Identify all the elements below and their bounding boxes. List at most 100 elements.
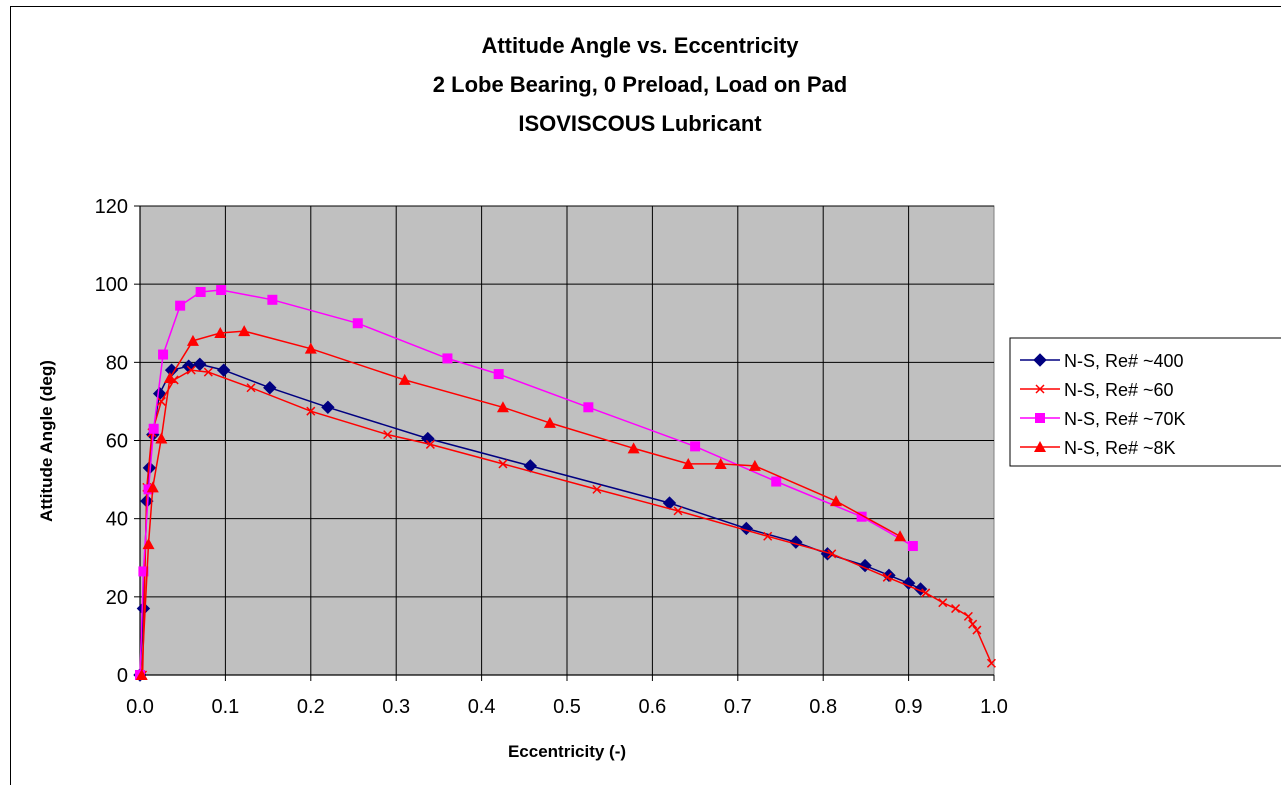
x-tick-label: 0.5	[553, 696, 581, 718]
data-point	[856, 511, 867, 522]
legend-label: N-S, Re# ~400	[1064, 351, 1184, 371]
x-axis-title: Eccentricity (-)	[508, 742, 626, 761]
y-tick-label: 0	[117, 665, 128, 687]
legend-item: N-S, Re# ~70K	[1020, 409, 1186, 429]
chart-title-line-1: Attitude Angle vs. Eccentricity	[481, 33, 799, 58]
axes	[134, 205, 995, 681]
legend-item: N-S, Re# ~400	[1020, 351, 1184, 371]
chart-frame	[10, 6, 1281, 785]
data-point	[592, 484, 602, 494]
x-tick-label: 0.6	[638, 696, 666, 718]
data-point	[714, 457, 727, 469]
data-point	[907, 541, 918, 552]
data-point	[321, 400, 335, 414]
x-tick-label: 0.9	[895, 696, 923, 718]
x-tick-label: 0.4	[468, 696, 496, 718]
y-tick-label: 80	[106, 352, 128, 374]
data-point	[195, 286, 206, 297]
y-tick-labels: 0 20 40 60 80 100 120	[95, 196, 128, 687]
legend-label: N-S, Re# ~8K	[1064, 438, 1176, 458]
data-point	[830, 495, 843, 507]
legend-marker	[1034, 441, 1046, 452]
data-point	[442, 353, 453, 364]
y-axis-title: Attitude Angle (deg)	[37, 360, 56, 522]
data-point	[352, 318, 363, 329]
data-point	[193, 357, 207, 371]
legend-item: N-S, Re# ~8K	[1020, 438, 1176, 458]
chart-title: Attitude Angle vs. Eccentricity 2 Lobe B…	[433, 33, 847, 136]
data-point	[138, 566, 149, 577]
data-point	[673, 506, 683, 516]
y-tick-label: 60	[106, 431, 128, 453]
data-point	[238, 325, 251, 337]
data-point	[186, 365, 196, 375]
x-tick-label: 0.2	[297, 696, 325, 718]
data-point	[627, 442, 640, 454]
data-point	[496, 401, 509, 413]
data-point	[827, 549, 837, 559]
x-tick-label: 0.7	[724, 696, 752, 718]
y-tick-label: 20	[106, 587, 128, 609]
data-point	[894, 530, 907, 542]
legend-label: N-S, Re# ~60	[1064, 380, 1174, 400]
x-tick-label: 0.3	[382, 696, 410, 718]
data-point	[963, 611, 973, 621]
data-point	[304, 342, 317, 354]
data-point	[543, 416, 556, 428]
data-point	[383, 430, 393, 440]
data-point	[583, 402, 594, 413]
data-point	[267, 294, 278, 305]
data-point	[968, 619, 978, 629]
data-point	[493, 369, 504, 380]
data-point	[186, 334, 199, 346]
x-tick-labels: 0.0 0.1 0.2 0.3 0.4 0.5 0.6 0.7 0.8 0.9 1.0	[126, 696, 1008, 718]
series-4	[135, 325, 907, 680]
y-tick-label: 120	[95, 196, 128, 218]
x-tick-label: 0.1	[211, 696, 239, 718]
series-line	[140, 330, 901, 676]
data-point	[246, 383, 256, 393]
data-point	[142, 538, 155, 550]
data-point	[748, 459, 761, 471]
data-point	[398, 373, 411, 385]
data-point	[425, 439, 435, 449]
data-point	[135, 669, 148, 680]
data-point	[163, 371, 176, 383]
data-point	[214, 327, 227, 339]
data-point	[938, 598, 948, 608]
gridlines	[140, 205, 994, 675]
data-point	[498, 459, 508, 469]
data-point	[901, 576, 916, 590]
data-point	[148, 423, 159, 434]
data-point	[972, 625, 982, 635]
data-point	[203, 367, 213, 377]
chart-title-line-3: ISOVISCOUS Lubricant	[518, 111, 762, 136]
data-point	[155, 432, 168, 444]
x-tick-label: 1.0	[980, 696, 1008, 718]
legend-item: N-S, Re# ~60	[1020, 380, 1174, 400]
x-tick-label: 0.0	[126, 696, 154, 718]
data-point	[763, 531, 773, 541]
data-point	[986, 658, 996, 668]
y-tick-label: 40	[106, 509, 128, 531]
data-point	[306, 406, 316, 416]
data-point	[263, 381, 277, 395]
legend: N-S, Re# ~400 N-S, Re# ~60 N-S, Re# ~70K N-…	[1009, 337, 1281, 467]
data-point	[771, 476, 782, 487]
legend-label: N-S, Re# ~70K	[1064, 409, 1186, 429]
data-point	[690, 441, 701, 452]
data-point	[882, 572, 892, 582]
data-point	[951, 604, 961, 614]
x-tick-label: 0.8	[809, 696, 837, 718]
data-point	[158, 349, 169, 360]
data-point	[682, 457, 695, 469]
legend-marker	[1035, 413, 1045, 423]
series-group	[133, 285, 996, 682]
data-point	[921, 588, 931, 598]
data-point	[146, 481, 159, 493]
y-tick-label: 100	[95, 274, 128, 296]
data-point	[156, 396, 166, 406]
chart-title-line-2: 2 Lobe Bearing, 0 Preload, Load on Pad	[433, 72, 847, 97]
data-point	[175, 300, 186, 311]
